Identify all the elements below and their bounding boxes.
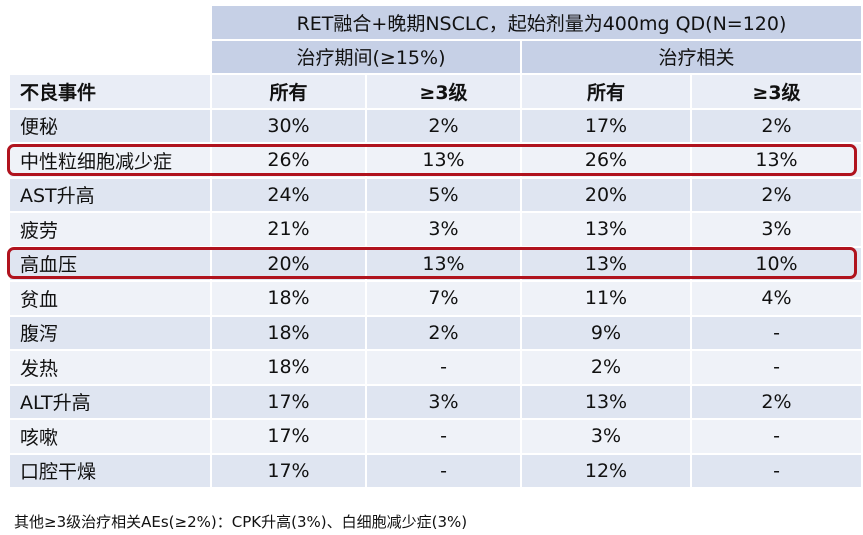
value-cell: 20% — [520, 176, 690, 211]
value-cell: 2% — [690, 383, 861, 418]
event-name-cell: AST升高 — [10, 176, 210, 211]
value-cell: - — [690, 349, 861, 384]
value-cell: 11% — [520, 280, 690, 315]
table-title-row: RET融合+晚期NSCLC，起始剂量为400mg QD(N=120) — [10, 4, 861, 39]
group-header-during-treatment: 治疗期间(≥15%) — [210, 38, 520, 73]
value-cell: 13% — [690, 142, 861, 177]
value-cell: - — [690, 418, 861, 453]
adverse-events-table: RET融合+晚期NSCLC，起始剂量为400mg QD(N=120) 治疗期间(… — [10, 4, 861, 487]
table-row: 发热 18% -2% - — [10, 349, 861, 384]
value-cell: 3% — [365, 211, 520, 246]
value-cell: 3% — [365, 383, 520, 418]
value-cell: 18% — [210, 314, 365, 349]
table-row: 高血压 20% 13% 13% 10% — [10, 245, 861, 280]
table-row: 咳嗽 17% -3% - — [10, 418, 861, 453]
event-name-cell: 口腔干燥 — [10, 452, 210, 487]
value-cell: 13% — [520, 211, 690, 246]
value-cell: 4% — [690, 280, 861, 315]
column-header-all-2: 所有 — [520, 73, 690, 108]
table-row: ALT升高 17% 3% 13% 2% — [10, 383, 861, 418]
table-row: 腹泻 18% 2% 9% - — [10, 314, 861, 349]
value-cell: 7% — [365, 280, 520, 315]
table-row: 便秘 30% 2% 17% 2% — [10, 107, 861, 142]
value-cell: - — [365, 418, 520, 453]
value-cell: 3% — [690, 211, 861, 246]
value-cell: 18% — [210, 280, 365, 315]
event-name-cell: 高血压 — [10, 245, 210, 280]
group-header-row: 治疗期间(≥15%) 治疗相关 — [10, 38, 861, 73]
value-cell: 9% — [520, 314, 690, 349]
event-name-cell: 腹泻 — [10, 314, 210, 349]
value-cell: 24% — [210, 176, 365, 211]
value-cell: 3% — [520, 418, 690, 453]
value-cell: 13% — [365, 142, 520, 177]
table-row: 中性粒细胞减少症 26% 13% 26% 13% — [10, 142, 861, 177]
column-header-event: 不良事件 — [10, 73, 210, 108]
value-cell: 13% — [520, 383, 690, 418]
value-cell: 18% — [210, 349, 365, 384]
value-cell: 20% — [210, 245, 365, 280]
footnote: 其他≥3级治疗相关AEs(≥2%)：CPK升高(3%)、白细胞减少症(3%) — [14, 513, 468, 531]
group-header-treatment-related: 治疗相关 — [520, 38, 861, 73]
column-header-row: 不良事件 所有 ≥3级 所有 ≥3级 — [10, 73, 861, 108]
value-cell: 26% — [210, 142, 365, 177]
value-cell: 2% — [690, 176, 861, 211]
header-blank-cell — [10, 38, 210, 73]
table-row: AST升高 24% 5% 20% 2% — [10, 176, 861, 211]
table-row: 贫血 18% 7% 11% 4% — [10, 280, 861, 315]
value-cell: 13% — [520, 245, 690, 280]
value-cell: 21% — [210, 211, 365, 246]
value-cell: 2% — [365, 107, 520, 142]
table-row: 疲劳 21% 3% 13% 3% — [10, 211, 861, 246]
value-cell: 5% — [365, 176, 520, 211]
table-title: RET融合+晚期NSCLC，起始剂量为400mg QD(N=120) — [210, 4, 861, 39]
value-cell: 12% — [520, 452, 690, 487]
column-header-grade3-2: ≥3级 — [690, 73, 861, 108]
value-cell: - — [365, 349, 520, 384]
event-name-cell: 发热 — [10, 349, 210, 384]
value-cell: - — [365, 452, 520, 487]
event-name-cell: 便秘 — [10, 107, 210, 142]
value-cell: 30% — [210, 107, 365, 142]
event-name-cell: 中性粒细胞减少症 — [10, 142, 210, 177]
value-cell: - — [690, 314, 861, 349]
table-row: 口腔干燥 17% -12% - — [10, 452, 861, 487]
value-cell: 2% — [690, 107, 861, 142]
value-cell: 17% — [210, 418, 365, 453]
event-name-cell: 贫血 — [10, 280, 210, 315]
event-name-cell: 咳嗽 — [10, 418, 210, 453]
value-cell: 10% — [690, 245, 861, 280]
header-blank-cell — [10, 4, 210, 39]
value-cell: 26% — [520, 142, 690, 177]
value-cell: 13% — [365, 245, 520, 280]
event-name-cell: 疲劳 — [10, 211, 210, 246]
value-cell: 17% — [520, 107, 690, 142]
value-cell: 17% — [210, 383, 365, 418]
column-header-all-1: 所有 — [210, 73, 365, 108]
value-cell: 2% — [365, 314, 520, 349]
value-cell: 17% — [210, 452, 365, 487]
value-cell: - — [690, 452, 861, 487]
event-name-cell: ALT升高 — [10, 383, 210, 418]
column-header-grade3-1: ≥3级 — [365, 73, 520, 108]
value-cell: 2% — [520, 349, 690, 384]
